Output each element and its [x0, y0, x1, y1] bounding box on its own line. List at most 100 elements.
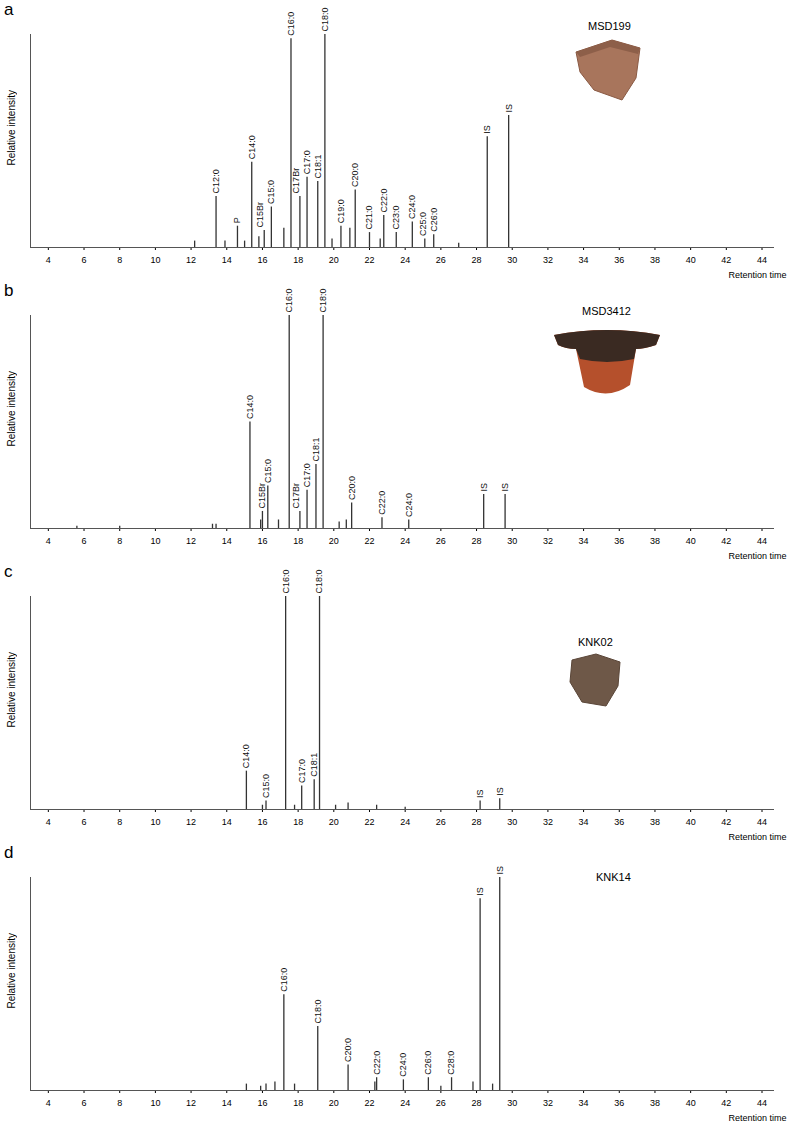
svg-text:C14:0: C14:0: [247, 135, 257, 159]
svg-text:18: 18: [293, 1098, 303, 1108]
svg-text:C16:0: C16:0: [281, 569, 291, 593]
svg-text:C15:0: C15:0: [266, 180, 276, 204]
svg-text:40: 40: [686, 817, 696, 827]
svg-text:IS: IS: [500, 483, 510, 492]
svg-text:44: 44: [757, 817, 767, 827]
svg-text:30: 30: [507, 536, 517, 546]
svg-text:14: 14: [222, 1098, 232, 1108]
svg-text:C22:0: C22:0: [377, 491, 387, 515]
svg-text:28: 28: [472, 255, 482, 265]
svg-text:IS: IS: [475, 789, 485, 798]
svg-text:34: 34: [579, 255, 589, 265]
svg-text:24: 24: [400, 536, 410, 546]
svg-text:C15:0: C15:0: [263, 459, 273, 483]
svg-text:4: 4: [46, 536, 51, 546]
svg-text:P: P: [232, 217, 242, 223]
svg-text:30: 30: [507, 1098, 517, 1108]
svg-text:26: 26: [436, 536, 446, 546]
svg-text:20: 20: [329, 817, 339, 827]
svg-text:8: 8: [117, 817, 122, 827]
svg-text:C18:1: C18:1: [309, 753, 319, 777]
svg-text:28: 28: [472, 1098, 482, 1108]
svg-text:C26:0: C26:0: [423, 1051, 433, 1075]
svg-text:12: 12: [186, 536, 196, 546]
svg-text:C19:0: C19:0: [336, 199, 346, 223]
svg-text:C21:0: C21:0: [364, 206, 374, 230]
svg-text:22: 22: [364, 1098, 374, 1108]
svg-text:C18:0: C18:0: [320, 7, 330, 31]
svg-text:42: 42: [721, 817, 731, 827]
svg-text:14: 14: [222, 536, 232, 546]
svg-text:24: 24: [400, 817, 410, 827]
svg-text:10: 10: [150, 817, 160, 827]
svg-text:6: 6: [82, 1098, 87, 1108]
svg-text:IS: IS: [479, 483, 489, 492]
svg-text:Retention time: Retention time: [728, 832, 786, 842]
svg-text:40: 40: [686, 255, 696, 265]
svg-text:IS: IS: [504, 104, 514, 113]
svg-text:C18:0: C18:0: [318, 288, 328, 312]
svg-text:10: 10: [150, 1098, 160, 1108]
svg-text:34: 34: [579, 1098, 589, 1108]
svg-text:C20:0: C20:0: [347, 476, 357, 500]
svg-text:34: 34: [579, 817, 589, 827]
svg-text:IS: IS: [495, 787, 505, 796]
svg-text:18: 18: [293, 255, 303, 265]
svg-text:IS: IS: [495, 866, 505, 875]
svg-text:14: 14: [222, 255, 232, 265]
svg-text:10: 10: [150, 536, 160, 546]
svg-text:Retention time: Retention time: [728, 551, 786, 561]
svg-text:6: 6: [82, 817, 87, 827]
svg-text:36: 36: [614, 1098, 624, 1108]
svg-text:24: 24: [400, 1098, 410, 1108]
svg-text:38: 38: [650, 817, 660, 827]
svg-text:12: 12: [186, 1098, 196, 1108]
svg-text:16: 16: [257, 536, 267, 546]
svg-text:C16:0: C16:0: [286, 12, 296, 36]
svg-text:20: 20: [329, 1098, 339, 1108]
svg-text:C24:0: C24:0: [404, 493, 414, 517]
svg-text:32: 32: [543, 255, 553, 265]
svg-text:16: 16: [257, 1098, 267, 1108]
svg-text:4: 4: [46, 255, 51, 265]
svg-text:8: 8: [117, 255, 122, 265]
svg-text:30: 30: [507, 817, 517, 827]
svg-text:28: 28: [472, 817, 482, 827]
svg-text:C28:0: C28:0: [446, 1051, 456, 1075]
svg-text:10: 10: [150, 255, 160, 265]
svg-text:30: 30: [507, 255, 517, 265]
svg-text:4: 4: [46, 1098, 51, 1108]
svg-text:16: 16: [257, 817, 267, 827]
svg-text:C17Br: C17Br: [291, 168, 301, 194]
svg-text:18: 18: [293, 536, 303, 546]
svg-text:36: 36: [614, 255, 624, 265]
svg-text:C15:0: C15:0: [261, 774, 271, 798]
svg-text:42: 42: [721, 536, 731, 546]
svg-text:22: 22: [364, 255, 374, 265]
svg-text:C16:0: C16:0: [284, 288, 294, 312]
svg-text:C16:0: C16:0: [279, 968, 289, 992]
svg-text:42: 42: [721, 255, 731, 265]
svg-text:C24:0: C24:0: [398, 1053, 408, 1077]
svg-text:6: 6: [82, 536, 87, 546]
svg-text:38: 38: [650, 536, 660, 546]
svg-text:14: 14: [222, 817, 232, 827]
svg-text:C17:0: C17:0: [302, 463, 312, 487]
svg-text:36: 36: [614, 536, 624, 546]
svg-text:40: 40: [686, 1098, 696, 1108]
svg-text:C18:0: C18:0: [313, 1000, 323, 1024]
svg-text:6: 6: [82, 255, 87, 265]
svg-text:C12:0: C12:0: [211, 169, 221, 193]
svg-text:C22:0: C22:0: [379, 189, 389, 213]
svg-text:28: 28: [472, 536, 482, 546]
svg-text:C22:0: C22:0: [372, 1051, 382, 1075]
svg-text:42: 42: [721, 1098, 731, 1108]
svg-text:4: 4: [46, 817, 51, 827]
svg-text:C18:1: C18:1: [313, 154, 323, 178]
svg-text:C20:0: C20:0: [350, 163, 360, 187]
svg-text:C23:0: C23:0: [391, 206, 401, 230]
svg-text:Retention time: Retention time: [728, 1113, 786, 1123]
svg-text:16: 16: [257, 255, 267, 265]
svg-text:8: 8: [117, 536, 122, 546]
svg-text:26: 26: [436, 255, 446, 265]
